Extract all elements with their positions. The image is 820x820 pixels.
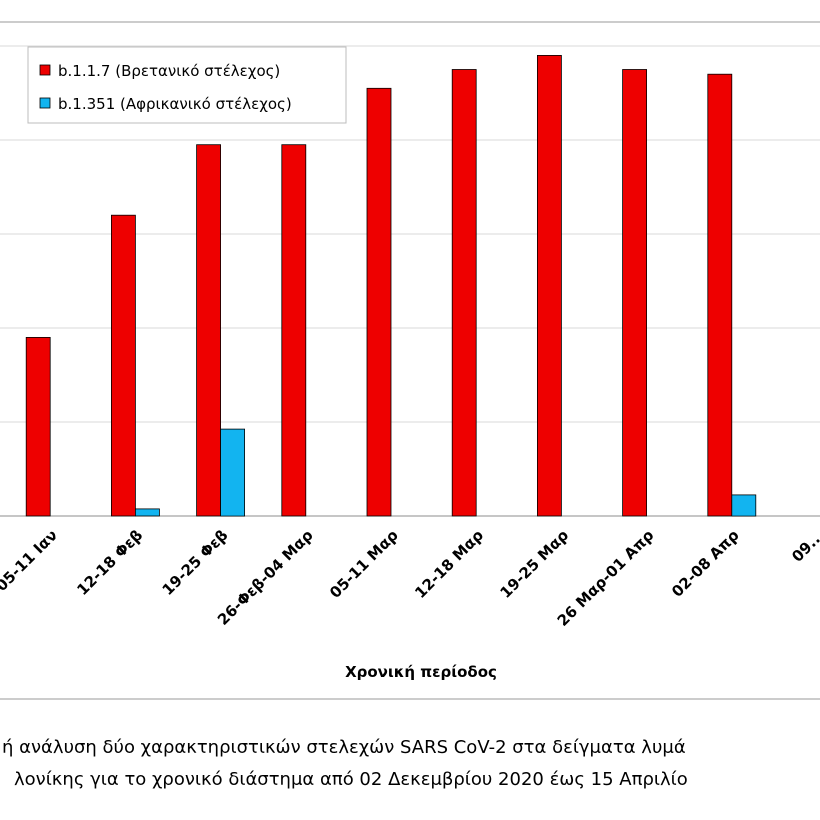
bar-b1351-9	[731, 494, 757, 517]
x-tick-label: 19-25 Φεβ	[159, 526, 232, 599]
bar-b117-9	[707, 73, 733, 517]
caption-line-2: λονίκης για το χρονικό διάστημα από 02 Δ…	[14, 769, 688, 790]
bar-b117-4	[281, 144, 307, 517]
bar-b117-2	[111, 214, 136, 517]
x-tick-label: 09...	[788, 526, 820, 566]
x-tick-label: 26-Φεβ-04 Μαρ	[214, 526, 317, 629]
bar-b117-1	[25, 336, 51, 517]
bar-b1351-2	[134, 508, 160, 517]
bar-b1351-3	[220, 428, 246, 517]
bar-b117-6	[451, 69, 477, 517]
x-tick-label: 12-18 Μαρ	[411, 526, 487, 602]
bar-b117-7	[537, 55, 562, 517]
bar-b117-3	[196, 144, 222, 517]
bar-b117-5	[366, 87, 392, 517]
bar-b117-8	[622, 69, 647, 517]
caption-line-1: ή ανάλυση δύο χαρακτηριστικών στελεχών S…	[2, 737, 686, 758]
legend-box	[27, 46, 347, 124]
gridlines	[0, 45, 820, 423]
legend-label-b1351: b.1.351 (Αφρικανικό στέλεχος)	[58, 95, 292, 113]
x-tick-label: 12-18 Φεβ	[73, 526, 146, 599]
x-tick-label: 02-08 Απρ	[668, 526, 743, 601]
legend-swatch-b1351	[39, 97, 51, 109]
bars-group	[25, 55, 757, 517]
x-tick-label: 19-25 Μαρ	[496, 526, 572, 602]
x-tick-label: 05-11 Ιαν	[0, 526, 61, 595]
legend-swatch-b117	[39, 64, 51, 76]
legend: b.1.1.7 (Βρετανικό στέλεχος) b.1.351 (Αφ…	[27, 46, 347, 124]
x-axis-title: Χρονική περίοδος	[345, 663, 497, 681]
x-tick-label: 05-11 Μαρ	[326, 526, 402, 602]
legend-label-b117: b.1.1.7 (Βρετανικό στέλεχος)	[58, 62, 280, 80]
